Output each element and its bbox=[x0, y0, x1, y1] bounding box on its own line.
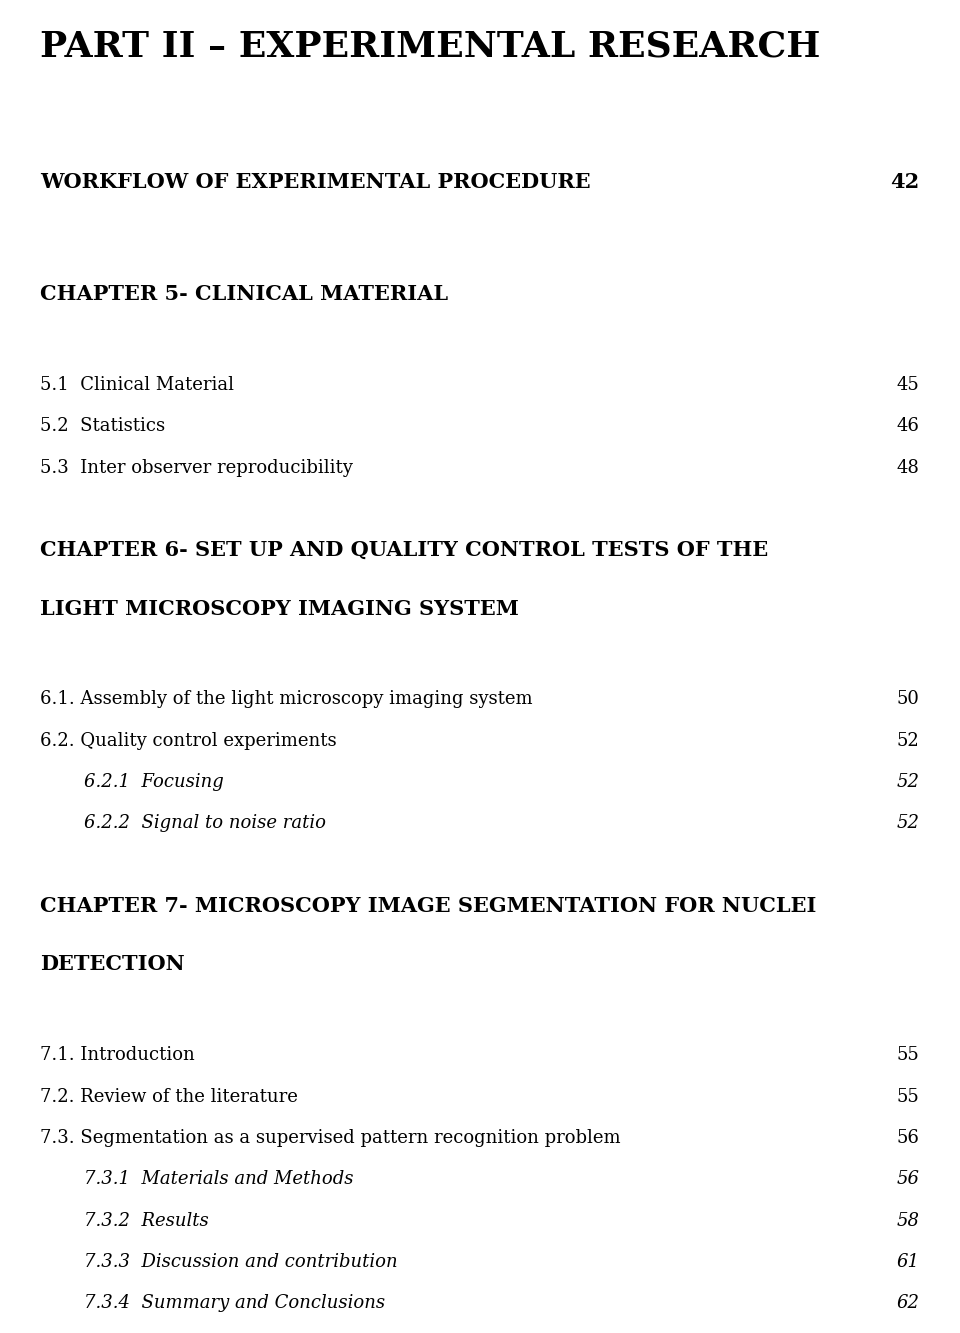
Text: 6.2.1  Focusing: 6.2.1 Focusing bbox=[84, 773, 224, 792]
Text: CHAPTER 5- CLINICAL MATERIAL: CHAPTER 5- CLINICAL MATERIAL bbox=[40, 284, 448, 304]
Text: WORKFLOW OF EXPERIMENTAL PROCEDURE: WORKFLOW OF EXPERIMENTAL PROCEDURE bbox=[40, 172, 591, 192]
Text: 56: 56 bbox=[897, 1170, 920, 1189]
Text: 5.3  Inter observer reproducibility: 5.3 Inter observer reproducibility bbox=[40, 459, 353, 477]
Text: 58: 58 bbox=[897, 1212, 920, 1230]
Text: 42: 42 bbox=[891, 172, 920, 192]
Text: LIGHT MICROSCOPY IMAGING SYSTEM: LIGHT MICROSCOPY IMAGING SYSTEM bbox=[40, 599, 519, 619]
Text: 50: 50 bbox=[897, 690, 920, 709]
Text: 5.1  Clinical Material: 5.1 Clinical Material bbox=[40, 376, 234, 395]
Text: CHAPTER 7- MICROSCOPY IMAGE SEGMENTATION FOR NUCLEI: CHAPTER 7- MICROSCOPY IMAGE SEGMENTATION… bbox=[40, 896, 817, 916]
Text: 61: 61 bbox=[897, 1253, 920, 1272]
Text: 48: 48 bbox=[897, 459, 920, 477]
Text: PART II – EXPERIMENTAL RESEARCH: PART II – EXPERIMENTAL RESEARCH bbox=[40, 29, 821, 64]
Text: 7.3. Segmentation as a supervised pattern recognition problem: 7.3. Segmentation as a supervised patter… bbox=[40, 1129, 621, 1148]
Text: 52: 52 bbox=[897, 732, 920, 750]
Text: 6.2. Quality control experiments: 6.2. Quality control experiments bbox=[40, 732, 337, 750]
Text: 55: 55 bbox=[897, 1046, 920, 1065]
Text: 7.3.3  Discussion and contribution: 7.3.3 Discussion and contribution bbox=[84, 1253, 397, 1272]
Text: 62: 62 bbox=[897, 1294, 920, 1313]
Text: 55: 55 bbox=[897, 1088, 920, 1106]
Text: 52: 52 bbox=[897, 773, 920, 792]
Text: 46: 46 bbox=[897, 417, 920, 436]
Text: 7.3.2  Results: 7.3.2 Results bbox=[84, 1212, 208, 1230]
Text: 7.1. Introduction: 7.1. Introduction bbox=[40, 1046, 195, 1065]
Text: 56: 56 bbox=[897, 1129, 920, 1148]
Text: 7.3.4  Summary and Conclusions: 7.3.4 Summary and Conclusions bbox=[84, 1294, 385, 1313]
Text: 6.1. Assembly of the light microscopy imaging system: 6.1. Assembly of the light microscopy im… bbox=[40, 690, 533, 709]
Text: 7.3.1  Materials and Methods: 7.3.1 Materials and Methods bbox=[84, 1170, 353, 1189]
Text: 7.2. Review of the literature: 7.2. Review of the literature bbox=[40, 1088, 299, 1106]
Text: 52: 52 bbox=[897, 814, 920, 833]
Text: 6.2.2  Signal to noise ratio: 6.2.2 Signal to noise ratio bbox=[84, 814, 325, 833]
Text: DETECTION: DETECTION bbox=[40, 954, 185, 974]
Text: 45: 45 bbox=[897, 376, 920, 395]
Text: 5.2  Statistics: 5.2 Statistics bbox=[40, 417, 165, 436]
Text: CHAPTER 6- SET UP AND QUALITY CONTROL TESTS OF THE: CHAPTER 6- SET UP AND QUALITY CONTROL TE… bbox=[40, 540, 769, 560]
